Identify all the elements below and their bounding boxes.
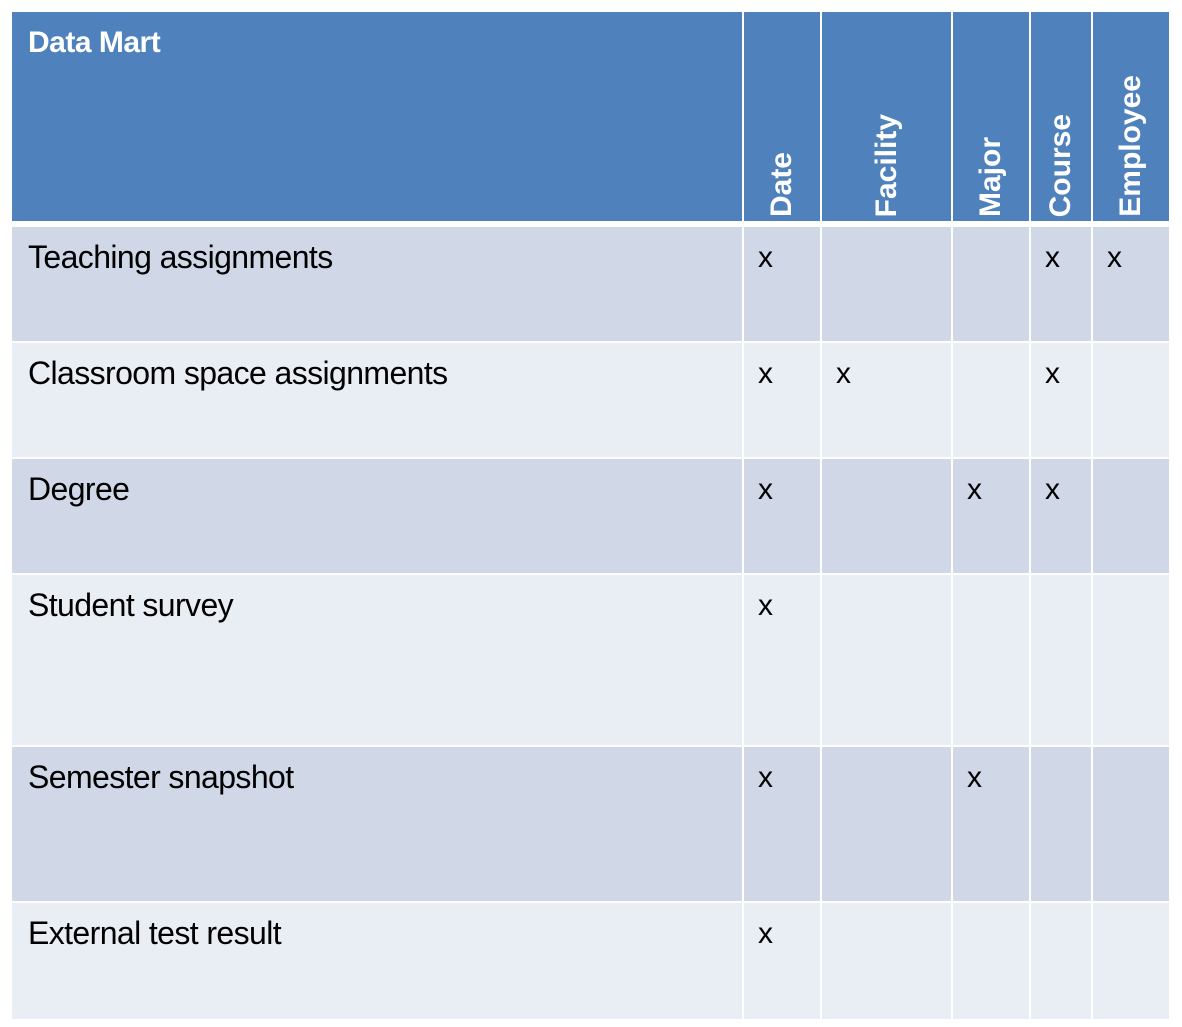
cell-mark: x [1045, 357, 1060, 390]
table-row: Classroom space assignments x x x [12, 343, 1169, 459]
cell-mark [953, 343, 1029, 357]
table-row: Semester snapshot x x [12, 747, 1169, 903]
matrix-cell: x [744, 343, 822, 459]
matrix-cell: x [1031, 343, 1093, 459]
cell-mark: x [967, 761, 982, 794]
cell-mark [1093, 575, 1169, 589]
cell-mark [1093, 343, 1169, 357]
cell-mark [953, 227, 1029, 241]
column-header-label: Course [1044, 113, 1077, 217]
column-header-employee: Employee [1093, 12, 1169, 227]
corner-header-label: Data Mart [28, 26, 161, 59]
cell-mark: x [758, 589, 773, 622]
row-label: Student survey [28, 587, 234, 623]
column-header-date: Date [744, 12, 822, 227]
row-label-cell: External test result [12, 903, 744, 1021]
matrix-cell [1093, 903, 1169, 1021]
cell-mark: x [758, 761, 773, 794]
row-label-cell: Teaching assignments [12, 227, 744, 343]
row-label-cell: Semester snapshot [12, 747, 744, 903]
table-row: External test result x [12, 903, 1169, 1021]
cell-mark [822, 227, 951, 241]
cell-mark: x [758, 473, 773, 506]
column-header-label: Employee [1114, 75, 1147, 217]
matrix-cell [1093, 459, 1169, 575]
matrix-cell: x [953, 459, 1031, 575]
matrix-cell: x [744, 903, 822, 1021]
row-label: Classroom space assignments [28, 355, 448, 391]
row-label-cell: Classroom space assignments [12, 343, 744, 459]
column-header-major: Major [953, 12, 1031, 227]
cell-mark [1093, 459, 1169, 473]
matrix-cell [1031, 575, 1093, 747]
matrix-cell [822, 459, 953, 575]
matrix-cell: x [744, 459, 822, 575]
cell-mark: x [758, 357, 773, 390]
table-row: Student survey x [12, 575, 1169, 747]
matrix-cell: x [822, 343, 953, 459]
cell-mark [822, 575, 951, 589]
cell-mark [1031, 903, 1091, 917]
cell-mark [1031, 575, 1091, 589]
matrix-cell: x [1031, 459, 1093, 575]
row-label: Teaching assignments [28, 239, 333, 275]
table-row: Teaching assignments x x x [12, 227, 1169, 343]
cell-mark [953, 903, 1029, 917]
cell-mark [1031, 747, 1091, 761]
data-mart-matrix-table: Data Mart Date Facility Major Course Emp… [12, 12, 1169, 1021]
column-header-label: Major [974, 136, 1007, 217]
corner-header-cell: Data Mart [12, 12, 744, 227]
matrix-cell [822, 575, 953, 747]
matrix-cell [953, 903, 1031, 1021]
matrix-cell: x [1093, 227, 1169, 343]
cell-mark: x [1045, 241, 1060, 274]
matrix-cell [822, 227, 953, 343]
column-header-course: Course [1031, 12, 1093, 227]
cell-mark [1093, 903, 1169, 917]
column-header-label: Facility [869, 113, 903, 217]
matrix-cell: x [1031, 227, 1093, 343]
row-label-cell: Degree [12, 459, 744, 575]
matrix-cell: x [744, 227, 822, 343]
cell-mark [822, 747, 951, 761]
cell-mark: x [758, 917, 773, 950]
matrix-cell [822, 903, 953, 1021]
cell-mark: x [1107, 241, 1122, 274]
row-label: Degree [28, 471, 130, 507]
matrix-cell [1031, 747, 1093, 903]
cell-mark: x [836, 357, 851, 390]
matrix-cell [822, 747, 953, 903]
cell-mark [822, 459, 951, 473]
matrix-cell [1093, 575, 1169, 747]
row-label: Semester snapshot [28, 759, 294, 795]
header-row: Data Mart Date Facility Major Course Emp… [12, 12, 1169, 227]
cell-mark [953, 575, 1029, 589]
column-header-facility: Facility [822, 12, 953, 227]
matrix-cell: x [744, 747, 822, 903]
row-label-cell: Student survey [12, 575, 744, 747]
cell-mark: x [1045, 473, 1060, 506]
matrix-cell: x [744, 575, 822, 747]
table-row: Degree x x x [12, 459, 1169, 575]
matrix-cell [1031, 903, 1093, 1021]
cell-mark [1093, 747, 1169, 761]
matrix-cell [1093, 747, 1169, 903]
matrix-cell [953, 227, 1031, 343]
matrix-cell [1093, 343, 1169, 459]
cell-mark [822, 903, 951, 917]
cell-mark: x [967, 473, 982, 506]
matrix-cell: x [953, 747, 1031, 903]
matrix-cell [953, 575, 1031, 747]
column-header-label: Date [765, 151, 798, 217]
row-label: External test result [28, 915, 282, 951]
cell-mark: x [758, 241, 773, 274]
matrix-cell [953, 343, 1031, 459]
